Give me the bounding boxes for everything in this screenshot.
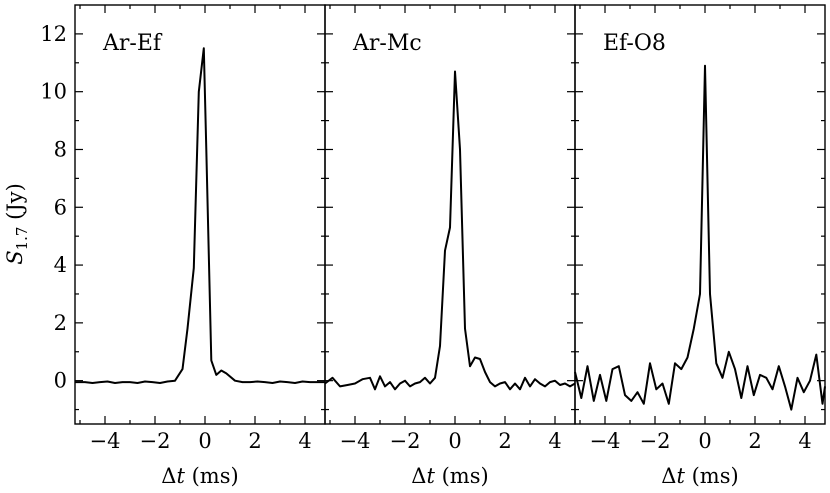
panel-frame	[574, 4, 826, 425]
y-axis-label: S1.7 (Jy)	[3, 183, 31, 265]
x-axis-label-variable: t	[426, 464, 435, 488]
y-tick-label: 0	[54, 369, 67, 393]
x-tick-label: 0	[698, 429, 711, 453]
panel-3: −4 −2 0 2 4 Ef-O8 Δt (ms)	[574, 4, 826, 488]
y-tick-label: 8	[54, 137, 67, 161]
x-axis-label-variable: t	[676, 464, 685, 488]
x-tick-label: −4	[340, 429, 371, 453]
panel-title: Ar-Ef	[102, 31, 163, 56]
y-tick-label: 12	[40, 22, 67, 46]
panel-title: Ef-O8	[603, 31, 666, 56]
x-tick-label: −4	[590, 429, 621, 453]
x-tick-label: −4	[90, 429, 121, 453]
x-axis-label-prefix: Δ	[661, 464, 676, 488]
x-axis-label-prefix: Δ	[411, 464, 426, 488]
x-tick-label: −2	[390, 429, 421, 453]
x-tick-label: 2	[498, 429, 511, 453]
x-axis-label-unit: (ms)	[435, 464, 489, 488]
series-line	[324, 70, 576, 391]
x-tick-label: 4	[798, 429, 811, 453]
panel-1: −4 −2 0 2 4 0 2 4 6 8 10 12 Ar-Ef Δt (ms)	[40, 4, 326, 488]
panels: −4 −2 0 2 4 0 2 4 6 8 10 12 Ar-Ef Δt (ms) −4 −2 0 2 4 Ar-Mc…	[40, 4, 826, 488]
panel-2: −4 −2 0 2 4 Ar-Mc Δt (ms)	[324, 4, 576, 488]
x-tick-label: 0	[198, 429, 211, 453]
y-tick-label: 10	[40, 80, 67, 104]
x-axis-label-unit: (ms)	[685, 464, 739, 488]
x-tick-label: −2	[140, 429, 171, 453]
y-axis-label-text: S1.7 (Jy)	[3, 183, 31, 265]
y-tick-label: 2	[54, 311, 67, 335]
x-tick-label: 4	[298, 429, 311, 453]
x-tick-label: −2	[640, 429, 671, 453]
x-tick-label: 0	[448, 429, 461, 453]
y-axis-label-main: S	[3, 250, 27, 264]
series-line	[75, 47, 325, 384]
x-axis-label-prefix: Δ	[161, 464, 176, 488]
panel-title: Ar-Mc	[352, 31, 422, 56]
y-axis-label-subscript: 1.7	[13, 227, 31, 251]
x-axis-label-unit: (ms)	[185, 464, 239, 488]
panel-frame	[74, 4, 326, 425]
series-line	[574, 64, 826, 411]
x-axis-label: Δt (ms)	[411, 464, 488, 488]
x-tick-label: 4	[548, 429, 561, 453]
x-tick-label: 2	[248, 429, 261, 453]
y-tick-label: 4	[54, 253, 67, 277]
y-tick-label: 6	[54, 195, 67, 219]
x-axis-label: Δt (ms)	[161, 464, 238, 488]
x-axis-label-variable: t	[176, 464, 185, 488]
x-tick-label: 2	[748, 429, 761, 453]
x-axis-label: Δt (ms)	[661, 464, 738, 488]
y-axis-label-unit: (Jy)	[3, 183, 27, 226]
